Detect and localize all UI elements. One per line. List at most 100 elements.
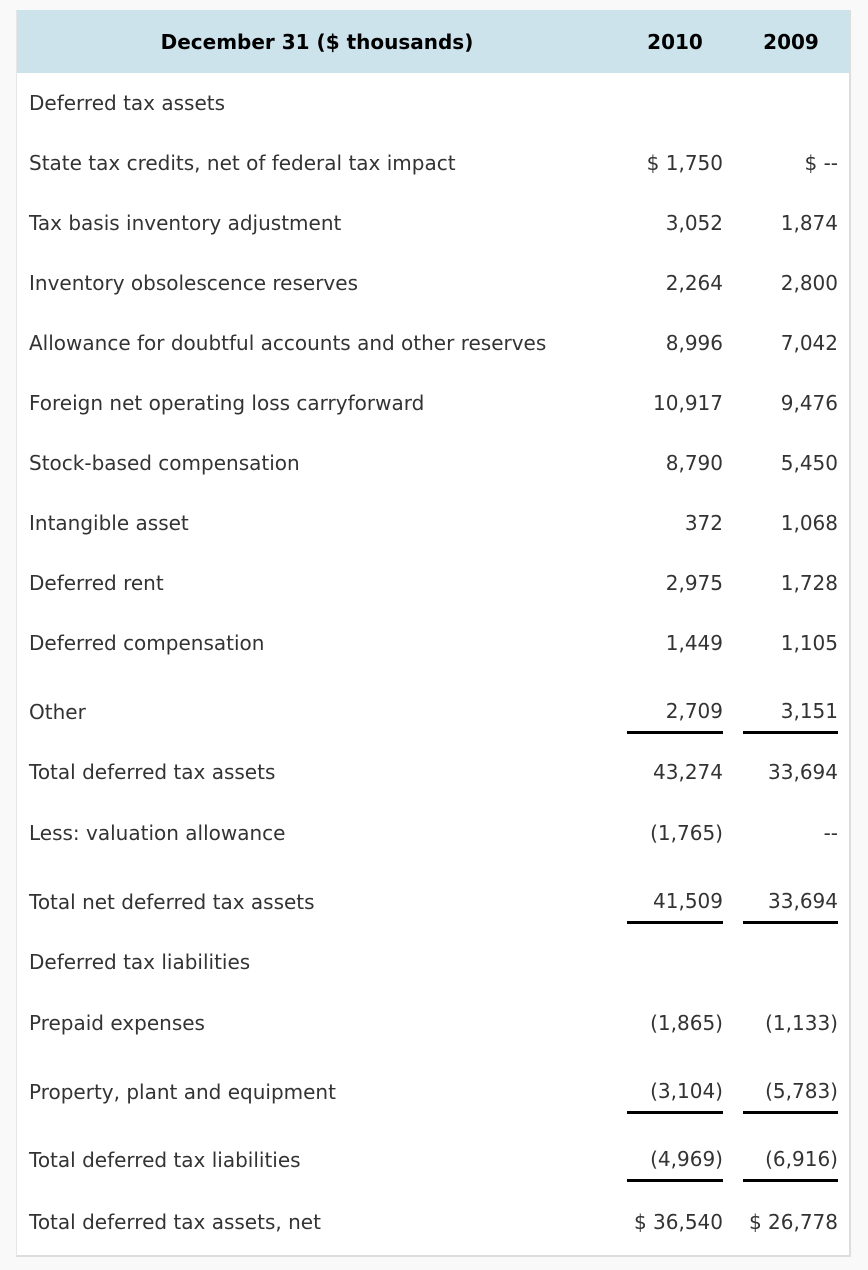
row-label: Stock-based compensation xyxy=(29,451,300,475)
value-2010: 41,509 xyxy=(627,889,723,924)
row-label: Total deferred tax assets, net xyxy=(29,1210,321,1234)
row-label: Deferred compensation xyxy=(29,631,265,655)
value-2010-cell: 8,790 xyxy=(617,433,733,493)
row-label: Property, plant and equipment xyxy=(29,1080,336,1104)
value-2009-cell: 1,728 xyxy=(733,553,849,613)
table-row: Stock-based compensation 8,790 5,450 xyxy=(17,433,849,493)
value-2009: $ -- xyxy=(804,151,838,175)
value-2009-cell: 33,694 xyxy=(733,741,849,803)
value-2009-cell: 3,151 xyxy=(733,673,849,741)
row-label: Tax basis inventory adjustment xyxy=(29,211,342,235)
table-row: Deferred tax liabilities xyxy=(17,931,849,993)
value-2010-cell: 41,509 xyxy=(617,863,733,931)
value-2010-cell: (4,969) xyxy=(617,1121,733,1189)
value-2010-cell: $ 36,540 xyxy=(617,1189,733,1255)
value-2009: (5,783) xyxy=(743,1079,838,1114)
row-label: Deferred tax liabilities xyxy=(29,950,251,974)
value-2009: 33,694 xyxy=(743,889,838,924)
value-2009-cell: (5,783) xyxy=(733,1053,849,1121)
value-2010-cell: 372 xyxy=(617,493,733,553)
value-2009-cell: 33,694 xyxy=(733,863,849,931)
value-2010-cell xyxy=(617,73,733,133)
row-label: Intangible asset xyxy=(29,511,189,535)
value-2010: 8,790 xyxy=(665,451,723,475)
value-2009-cell xyxy=(733,73,849,133)
value-2009: 1,728 xyxy=(780,571,838,595)
table-row: Property, plant and equipment (3,104) (5… xyxy=(17,1053,849,1121)
table-row: Total deferred tax assets, net $ 36,540 … xyxy=(17,1189,849,1255)
value-2009: (1,133) xyxy=(765,1011,838,1035)
value-2010: (4,969) xyxy=(627,1147,723,1182)
value-2009: 1,874 xyxy=(780,211,838,235)
row-label: Less: valuation allowance xyxy=(29,821,286,845)
value-2009: 1,068 xyxy=(780,511,838,535)
table-row: Deferred rent 2,975 1,728 xyxy=(17,553,849,613)
value-2010: $ 1,750 xyxy=(646,151,723,175)
table-row: Deferred tax assets xyxy=(17,73,849,133)
value-2010: (1,765) xyxy=(650,821,723,845)
value-2009: (6,916) xyxy=(743,1147,838,1182)
value-2009-cell: (6,916) xyxy=(733,1121,849,1189)
row-label: Other xyxy=(29,700,86,724)
value-2009-cell: $ -- xyxy=(733,133,849,193)
value-2010: 2,709 xyxy=(627,699,723,734)
value-2010: 372 xyxy=(684,511,723,535)
value-2010-cell: 43,274 xyxy=(617,741,733,803)
row-label: Deferred rent xyxy=(29,571,164,595)
value-2009-cell: 1,068 xyxy=(733,493,849,553)
value-2010: $ 36,540 xyxy=(633,1210,723,1234)
table-row: State tax credits, net of federal tax im… xyxy=(17,133,849,193)
header-2010: 2010 xyxy=(617,10,733,73)
value-2009-cell: $ 26,778 xyxy=(733,1189,849,1255)
value-2009-cell: 1,105 xyxy=(733,613,849,673)
value-2010-cell xyxy=(617,931,733,993)
value-2010-cell: 8,996 xyxy=(617,313,733,373)
row-label: Prepaid expenses xyxy=(29,1011,205,1035)
value-2009-cell: 7,042 xyxy=(733,313,849,373)
value-2009-cell: 2,800 xyxy=(733,253,849,313)
value-2009: -- xyxy=(823,821,838,845)
value-2009: $ 26,778 xyxy=(748,1210,838,1234)
deferred-tax-table-container: December 31 ($ thousands) 2010 2009 Defe… xyxy=(16,10,851,1257)
value-2009: 1,105 xyxy=(780,631,838,655)
value-2010-cell: 1,449 xyxy=(617,613,733,673)
table-row: Tax basis inventory adjustment 3,052 1,8… xyxy=(17,193,849,253)
value-2009: 2,800 xyxy=(780,271,838,295)
table-row: Intangible asset 372 1,068 xyxy=(17,493,849,553)
value-2010: 3,052 xyxy=(665,211,723,235)
value-2010: (1,865) xyxy=(650,1011,723,1035)
table-header-row: December 31 ($ thousands) 2010 2009 xyxy=(17,10,849,73)
table-row: Inventory obsolescence reserves 2,264 2,… xyxy=(17,253,849,313)
row-label: Total deferred tax assets xyxy=(29,760,276,784)
value-2010: 1,449 xyxy=(665,631,723,655)
value-2010-cell: 10,917 xyxy=(617,373,733,433)
value-2010: 8,996 xyxy=(665,331,723,355)
row-label: Total deferred tax liabilities xyxy=(29,1148,301,1172)
value-2009-cell: (1,133) xyxy=(733,993,849,1053)
row-label: Inventory obsolescence reserves xyxy=(29,271,358,295)
value-2009: 9,476 xyxy=(780,391,838,415)
row-label: Foreign net operating loss carryforward xyxy=(29,391,425,415)
value-2010-cell: $ 1,750 xyxy=(617,133,733,193)
value-2009: 3,151 xyxy=(743,699,838,734)
value-2009-cell xyxy=(733,931,849,993)
value-2009: 5,450 xyxy=(780,451,838,475)
value-2010: 2,264 xyxy=(665,271,723,295)
table-row: Deferred compensation 1,449 1,105 xyxy=(17,613,849,673)
table-row: Less: valuation allowance (1,765) -- xyxy=(17,803,849,863)
value-2010: 2,975 xyxy=(665,571,723,595)
value-2010-cell: 3,052 xyxy=(617,193,733,253)
deferred-tax-table: December 31 ($ thousands) 2010 2009 Defe… xyxy=(17,10,849,1255)
value-2010: 10,917 xyxy=(653,391,723,415)
value-2009: 33,694 xyxy=(768,760,838,784)
table-row: Prepaid expenses (1,865) (1,133) xyxy=(17,993,849,1053)
value-2009-cell: 9,476 xyxy=(733,373,849,433)
value-2009-cell: 1,874 xyxy=(733,193,849,253)
row-label: State tax credits, net of federal tax im… xyxy=(29,151,456,175)
table-row: Total net deferred tax assets 41,509 33,… xyxy=(17,863,849,931)
value-2009: 7,042 xyxy=(780,331,838,355)
row-label: Deferred tax assets xyxy=(29,91,226,115)
value-2010-cell: (1,765) xyxy=(617,803,733,863)
value-2010-cell: (1,865) xyxy=(617,993,733,1053)
value-2010-cell: (3,104) xyxy=(617,1053,733,1121)
